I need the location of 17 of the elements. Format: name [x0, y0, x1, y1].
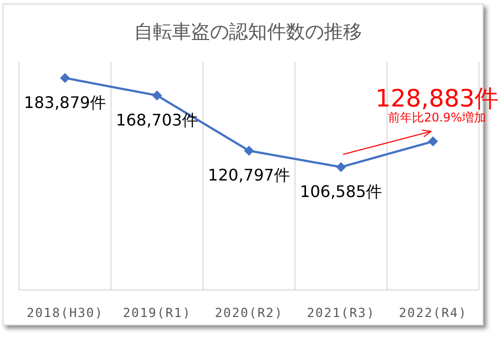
- x-tick-label: 2018(H30): [26, 305, 104, 320]
- data-label: 128,883件: [375, 84, 499, 112]
- point: [152, 90, 162, 100]
- x-tick-label: 2021(R3): [306, 305, 376, 320]
- data-label: 106,585件: [300, 182, 382, 202]
- x-tick-label: 2019(R1): [122, 305, 192, 320]
- x-tick-label: 2020(R2): [214, 305, 284, 320]
- x-tick-label: 2022(R4): [398, 305, 468, 320]
- point: [244, 146, 254, 156]
- chart-title: 自転車盗の認知件数の推移: [134, 21, 362, 43]
- point: [428, 136, 438, 146]
- data-label: 168,703件: [116, 110, 198, 130]
- data-label: 120,797件: [208, 166, 290, 185]
- point: [336, 162, 346, 172]
- annotation: 前年比20.9%増加: [388, 110, 486, 124]
- point: [60, 72, 70, 83]
- data-label: 183,879件: [24, 92, 106, 112]
